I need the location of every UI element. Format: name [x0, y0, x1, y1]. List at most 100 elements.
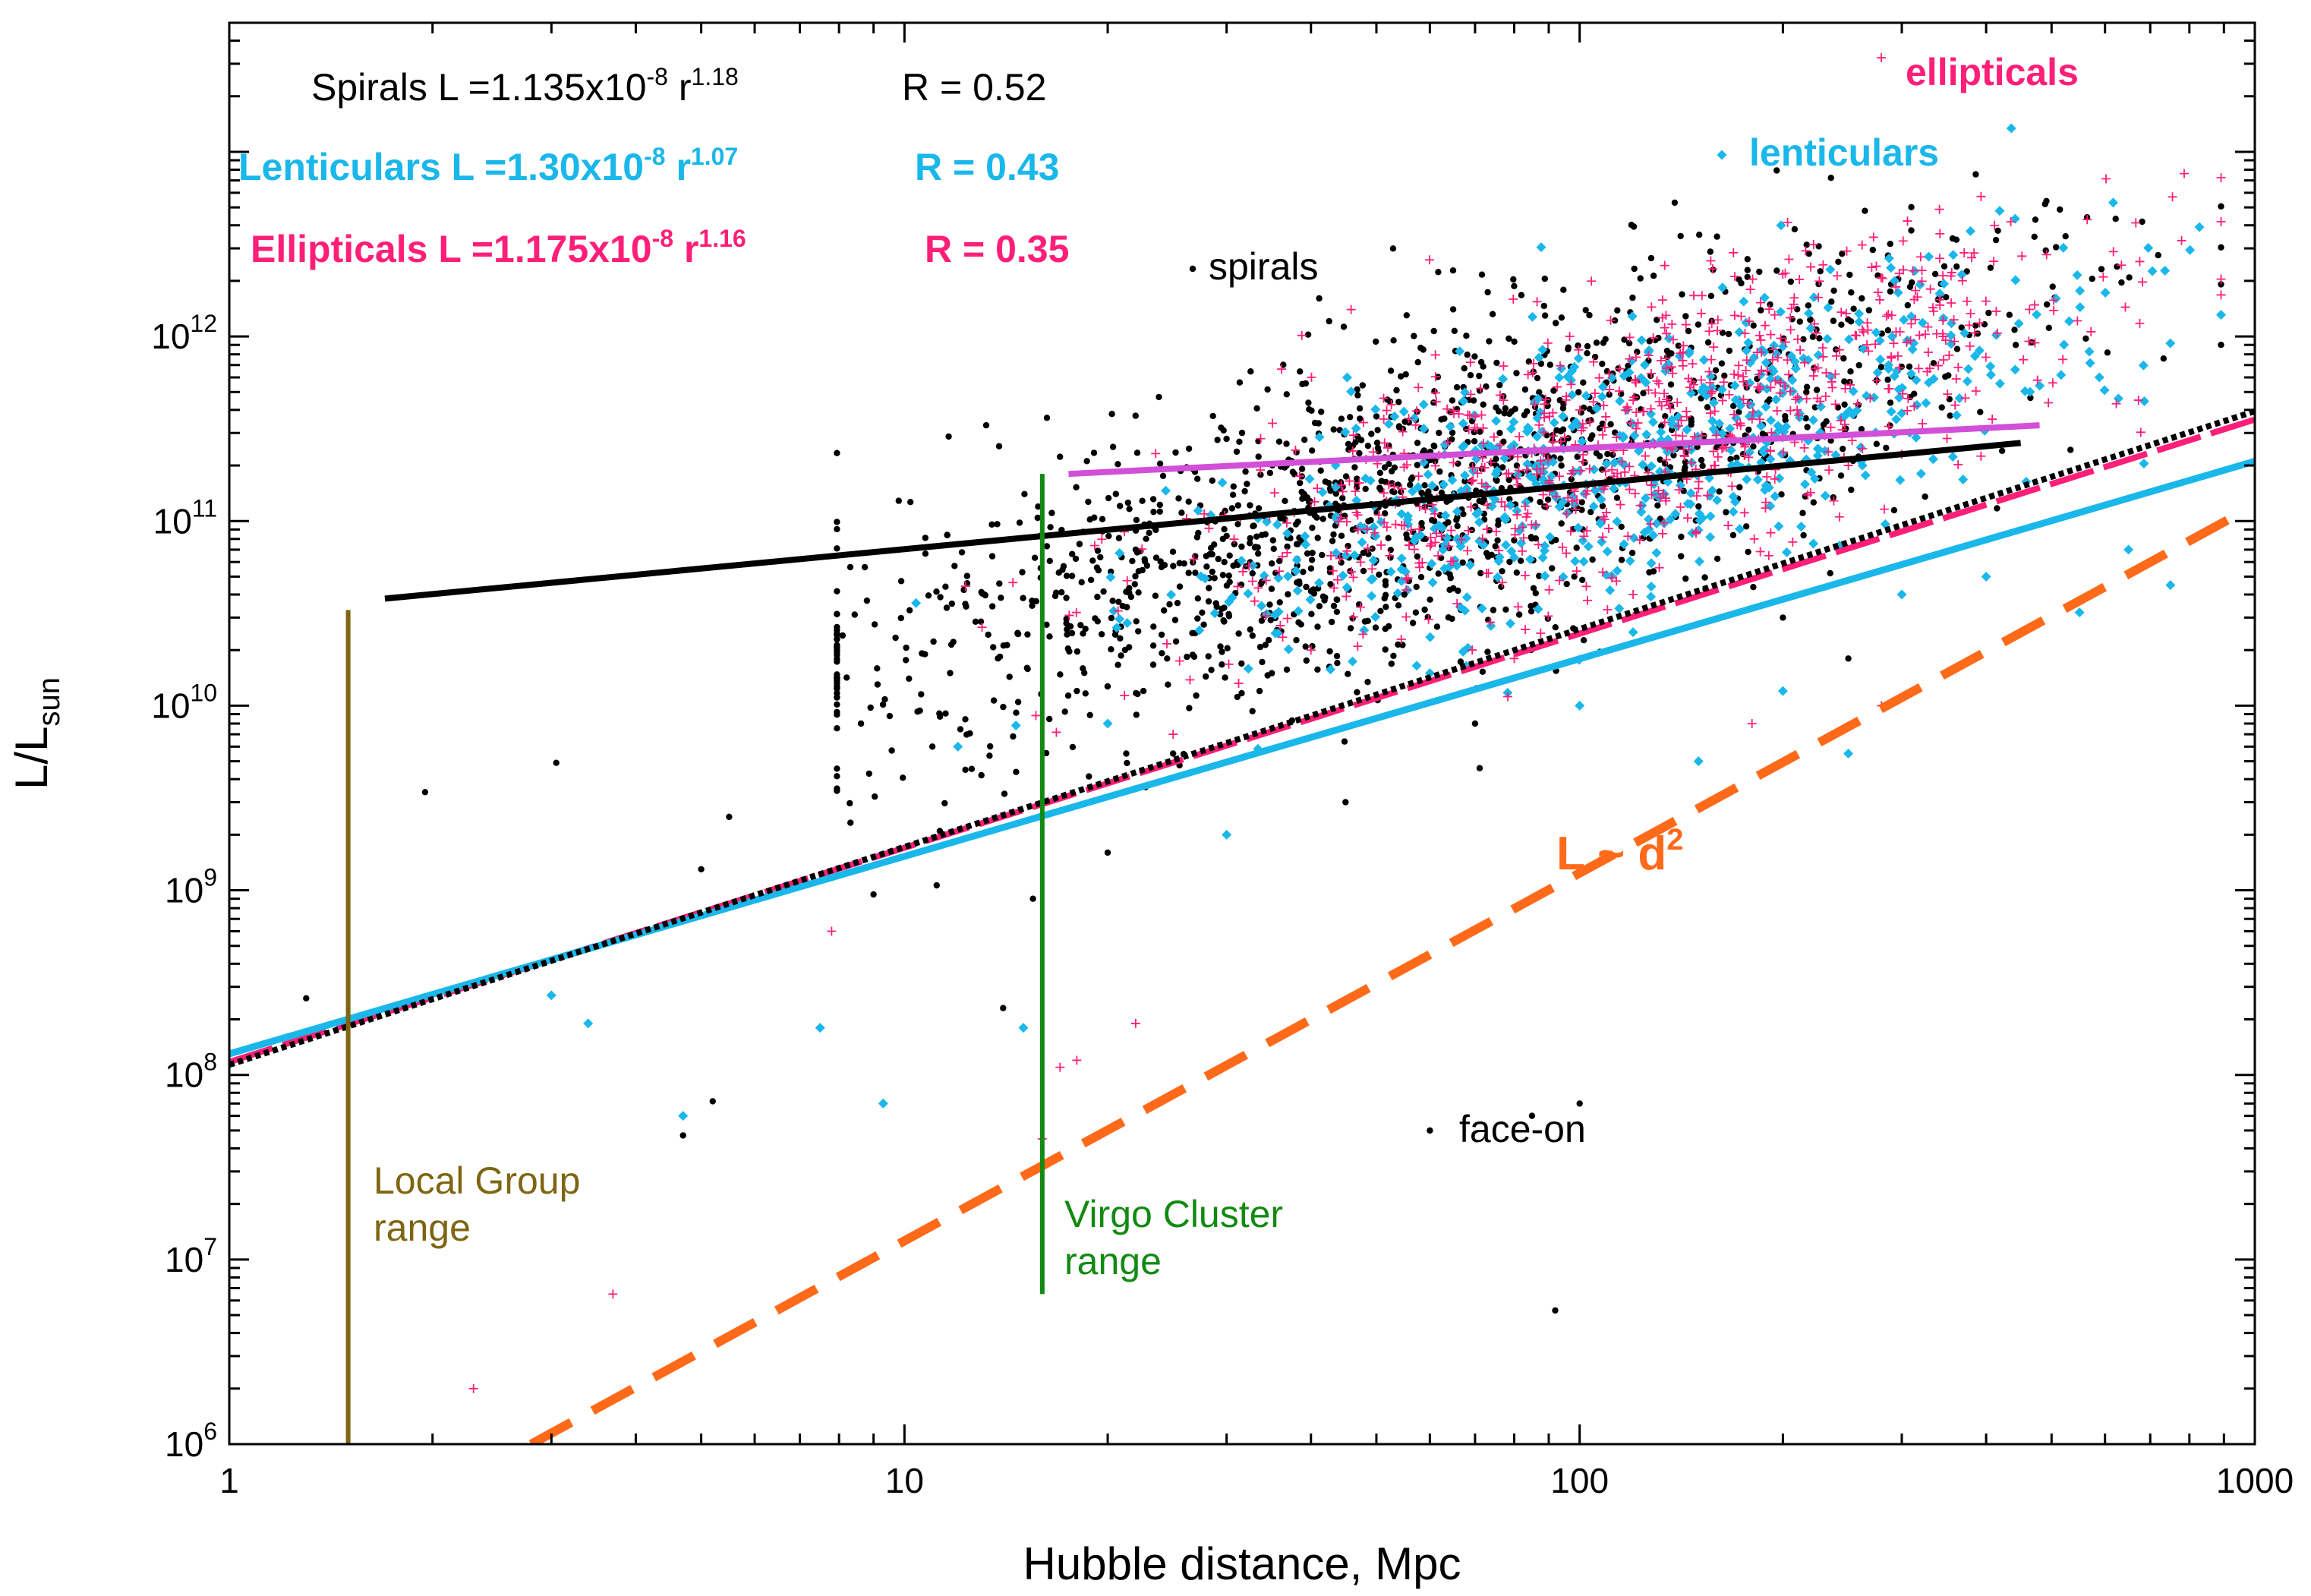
ellipticals-point	[1808, 371, 1818, 381]
spirals-point	[962, 601, 969, 607]
spirals-point	[1477, 569, 1484, 577]
spirals-point	[2126, 274, 2133, 281]
lenticulars-point	[1765, 454, 1776, 465]
lenticulars-point	[1445, 421, 1455, 432]
spirals-point	[972, 618, 979, 625]
ellipticals-point	[2032, 375, 2042, 385]
spirals-point	[1203, 673, 1209, 680]
spirals-point	[1165, 681, 1171, 688]
lenticulars-point	[1342, 582, 1352, 593]
spirals-point	[1744, 267, 1751, 273]
spirals-point	[1253, 533, 1260, 540]
ellipticals-point	[1536, 468, 1546, 478]
spirals-point	[1513, 569, 1521, 576]
spirals-point	[1398, 373, 1405, 380]
spirals-point	[1073, 484, 1080, 490]
ellipticals-point	[1523, 370, 1533, 380]
ellipticals-point	[1786, 313, 1796, 323]
ellipticals-point	[1536, 456, 1546, 465]
spirals-point	[1855, 361, 1862, 369]
spirals-point	[1231, 541, 1238, 547]
spirals-point	[1294, 541, 1301, 547]
ellipticals-point	[1652, 376, 1662, 386]
ellipticals-point	[1612, 432, 1622, 442]
spirals-point	[1707, 248, 1714, 255]
spirals-point	[1543, 432, 1550, 439]
spirals-point	[1484, 553, 1492, 560]
ellipticals-point	[1862, 339, 1872, 349]
lenticulars-point	[1590, 485, 1600, 496]
ellipticals-point	[1733, 370, 1743, 380]
ellipticals-point	[1850, 330, 1860, 340]
spirals-point	[1185, 445, 1193, 453]
ellipticals-point	[1615, 364, 1625, 374]
y-tick-exponent: 12	[190, 310, 217, 337]
lenticulars-point	[1483, 440, 1493, 450]
spirals-point	[1213, 604, 1220, 610]
lenticulars-point	[1777, 686, 1788, 696]
spirals-point	[1568, 476, 1575, 483]
spirals-point	[2089, 276, 2095, 282]
spirals-point	[1506, 496, 1513, 503]
ellipticals-point	[1835, 345, 1845, 355]
spirals-point	[1628, 550, 1636, 557]
spirals-point	[2218, 244, 2224, 251]
y-axis-title: L/Lsun	[6, 677, 66, 790]
ellipticals-point	[1706, 256, 1716, 266]
lenticulars-point	[1452, 506, 1462, 517]
lenticulars-point	[1292, 585, 1303, 596]
spirals-point	[1557, 427, 1564, 435]
spirals-point	[936, 710, 943, 717]
lenticulars-point	[1760, 484, 1770, 495]
spirals-point	[937, 594, 944, 601]
spirals-point	[1417, 573, 1425, 581]
spirals-point	[1072, 555, 1080, 563]
spirals-point	[1958, 324, 1965, 331]
lenticulars-point	[1825, 264, 1836, 275]
ellipticals-point	[1329, 583, 1339, 593]
spirals-point	[990, 644, 997, 651]
ellipticals-point	[1414, 472, 1423, 481]
lenticulars-point	[1314, 432, 1325, 443]
ellipticals-point	[1598, 532, 1608, 542]
spirals-point	[1427, 596, 1433, 603]
spirals-point	[1714, 233, 1720, 240]
spirals-point	[1827, 175, 1834, 181]
ellipticals-point	[1425, 541, 1435, 550]
lenticulars-point	[1477, 603, 1487, 613]
legend-label-lenticulars: lenticulars	[1749, 131, 1939, 174]
ellipticals-point	[1891, 282, 1901, 292]
spirals-point	[996, 580, 1003, 587]
ellipticals-point	[1671, 431, 1681, 440]
ellipticals-point	[1684, 374, 1694, 383]
spirals-point	[1521, 412, 1528, 418]
spirals-point	[1035, 503, 1042, 510]
spirals-point	[1203, 563, 1210, 570]
spirals-point	[1389, 245, 1397, 252]
lenticulars-point	[1639, 527, 1650, 538]
ellipticals-point	[1755, 415, 1764, 424]
ellipticals-point	[1915, 330, 1925, 340]
ellipticals-point	[1830, 369, 1840, 379]
lenticulars-point	[1954, 393, 1965, 404]
lenticulars-point	[1440, 510, 1451, 521]
spirals-point	[1787, 278, 1794, 285]
lenticulars-point	[1820, 490, 1830, 501]
spirals-point	[1330, 426, 1337, 433]
ellipticals-point	[1473, 468, 1483, 478]
spirals-point	[839, 632, 847, 639]
lenticulars-point	[1487, 501, 1497, 512]
spirals-point	[1718, 360, 1726, 367]
spirals-point	[1194, 615, 1201, 622]
spirals-point	[1813, 386, 1821, 393]
lenticulars-point	[1782, 547, 1792, 557]
ellipticals-point	[1412, 406, 1422, 416]
spirals-point	[1463, 333, 1470, 339]
spirals-point	[1325, 479, 1332, 487]
ellipticals-point	[1971, 386, 1981, 396]
ellipticals-point	[2048, 378, 2057, 388]
spirals-point	[1205, 653, 1212, 660]
spirals-point	[1848, 289, 1855, 296]
spirals-point	[903, 657, 910, 664]
spirals-point	[895, 497, 903, 504]
